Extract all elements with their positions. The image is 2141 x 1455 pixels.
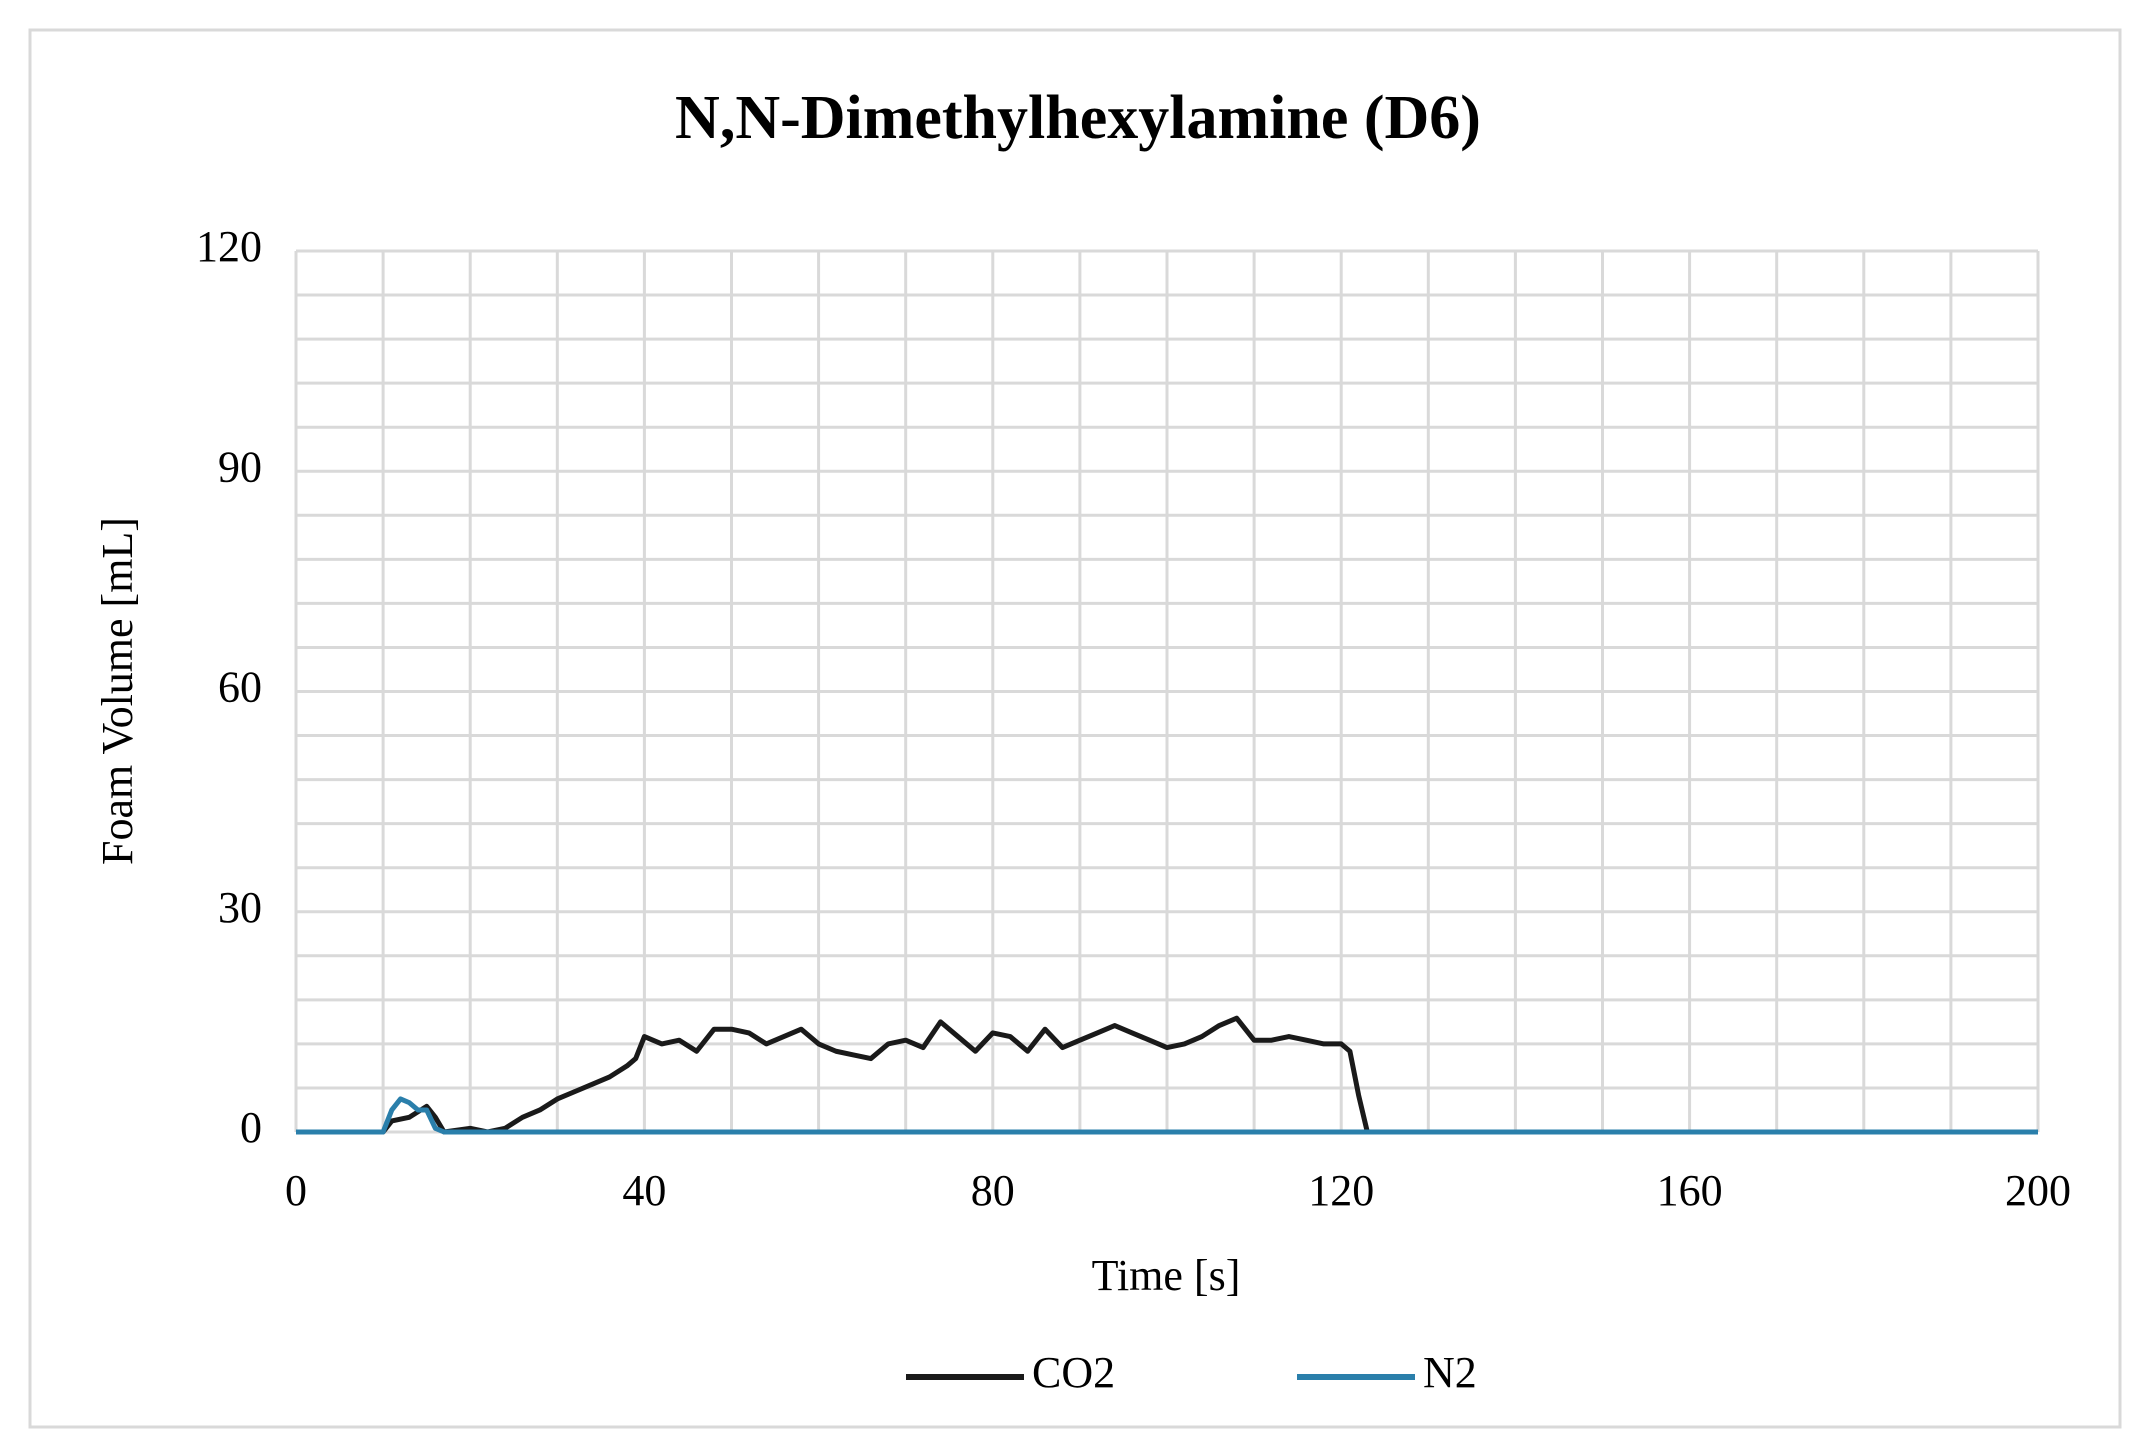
- x-tick-label: 80: [971, 1166, 1015, 1215]
- y-tick-label: 120: [196, 222, 262, 271]
- y-tick-label: 30: [218, 883, 262, 932]
- x-tick-label: 160: [1657, 1166, 1723, 1215]
- y-tick-label: 60: [218, 663, 262, 712]
- x-tick-label: 0: [285, 1166, 307, 1215]
- series-line: [296, 1096, 2038, 1135]
- legend-label: CO2: [1032, 1348, 1115, 1397]
- chart-title: N,N-Dimethylhexylamine (D6): [675, 84, 1481, 152]
- x-axis-title: Time [s]: [1092, 1251, 1241, 1300]
- y-tick-label: 0: [240, 1103, 262, 1152]
- chart-border: [28, 28, 2122, 1429]
- x-tick-label: 120: [1308, 1166, 1374, 1215]
- x-tick-label: 40: [622, 1166, 666, 1215]
- y-axis-title: Foam Volume [mL]: [93, 517, 142, 865]
- x-tick-label: 200: [2005, 1166, 2071, 1215]
- series-line: [296, 1015, 2038, 1135]
- legend-label: N2: [1423, 1348, 1477, 1397]
- y-tick-label: 90: [218, 442, 262, 491]
